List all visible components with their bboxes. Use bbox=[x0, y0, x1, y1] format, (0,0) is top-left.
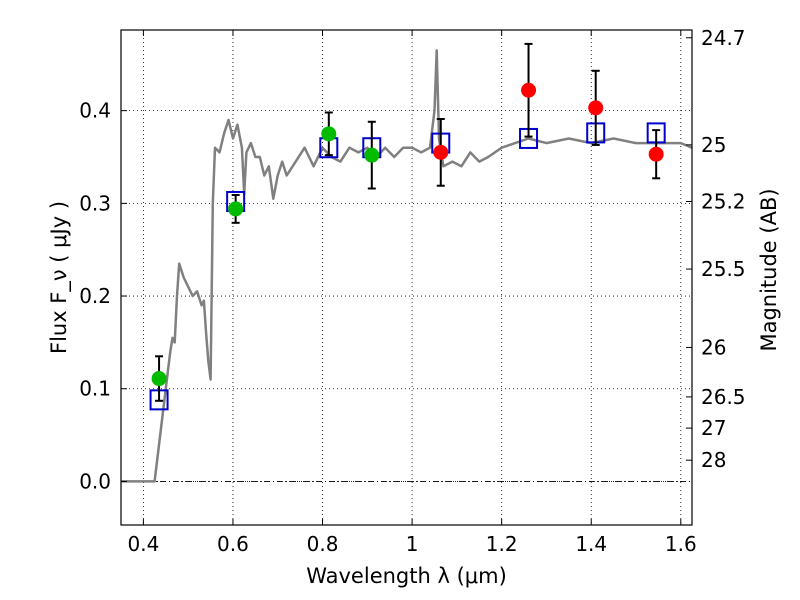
x-tick-label: 1 bbox=[406, 532, 419, 556]
y2-tick-label: 25.2 bbox=[701, 189, 746, 213]
x-tick-label: 1.6 bbox=[665, 532, 697, 556]
ticks-layer: 0.4 0.6 0.8 1 1.2 1.4 1.6 0.0 0.1 0.2 0.3 0.4 24.7 25… bbox=[79, 26, 745, 556]
y-tick-label: 0.0 bbox=[79, 469, 111, 493]
y2-tick-label: 26 bbox=[701, 335, 726, 359]
y2-tick-label: 28 bbox=[701, 448, 726, 472]
infrared-data-point bbox=[433, 144, 449, 160]
x-tick-label: 0.6 bbox=[217, 532, 249, 556]
y2-axis-label: Magnitude (AB) bbox=[757, 188, 781, 351]
y2-tick-label: 24.7 bbox=[701, 26, 746, 50]
y2-tick-label: 25.5 bbox=[701, 257, 746, 281]
grid bbox=[121, 30, 692, 525]
x-tick-label: 0.8 bbox=[307, 532, 339, 556]
y-tick-label: 0.4 bbox=[79, 99, 111, 123]
model-sed-layer bbox=[121, 49, 693, 483]
model-sed-line bbox=[121, 49, 693, 483]
optical-data-point bbox=[228, 201, 244, 217]
plot-frame bbox=[120, 29, 693, 526]
y-tick-label: 0.1 bbox=[79, 377, 111, 401]
infrared-data-point bbox=[588, 100, 604, 116]
x-tick-label: 1.2 bbox=[486, 532, 518, 556]
x-axis-label: Wavelength λ (μm) bbox=[306, 564, 507, 588]
infrared-data-point bbox=[521, 82, 537, 98]
y2-tick-label: 26.5 bbox=[701, 385, 746, 409]
y-tick-label: 0.3 bbox=[79, 191, 111, 215]
y-tick-label: 0.2 bbox=[79, 284, 111, 308]
x-tick-label: 1.4 bbox=[575, 532, 607, 556]
data-points-layer bbox=[149, 42, 666, 411]
y-axis-label: Flux F_ν ( μJy ) bbox=[47, 201, 72, 354]
y2-tick-label: 25 bbox=[701, 133, 726, 157]
optical-data-point bbox=[151, 371, 167, 387]
optical-data-point bbox=[321, 126, 337, 142]
infrared-data-point bbox=[648, 146, 664, 162]
y2-tick-label: 27 bbox=[701, 416, 726, 440]
x-tick-label: 0.4 bbox=[127, 532, 159, 556]
optical-data-point bbox=[364, 147, 380, 163]
